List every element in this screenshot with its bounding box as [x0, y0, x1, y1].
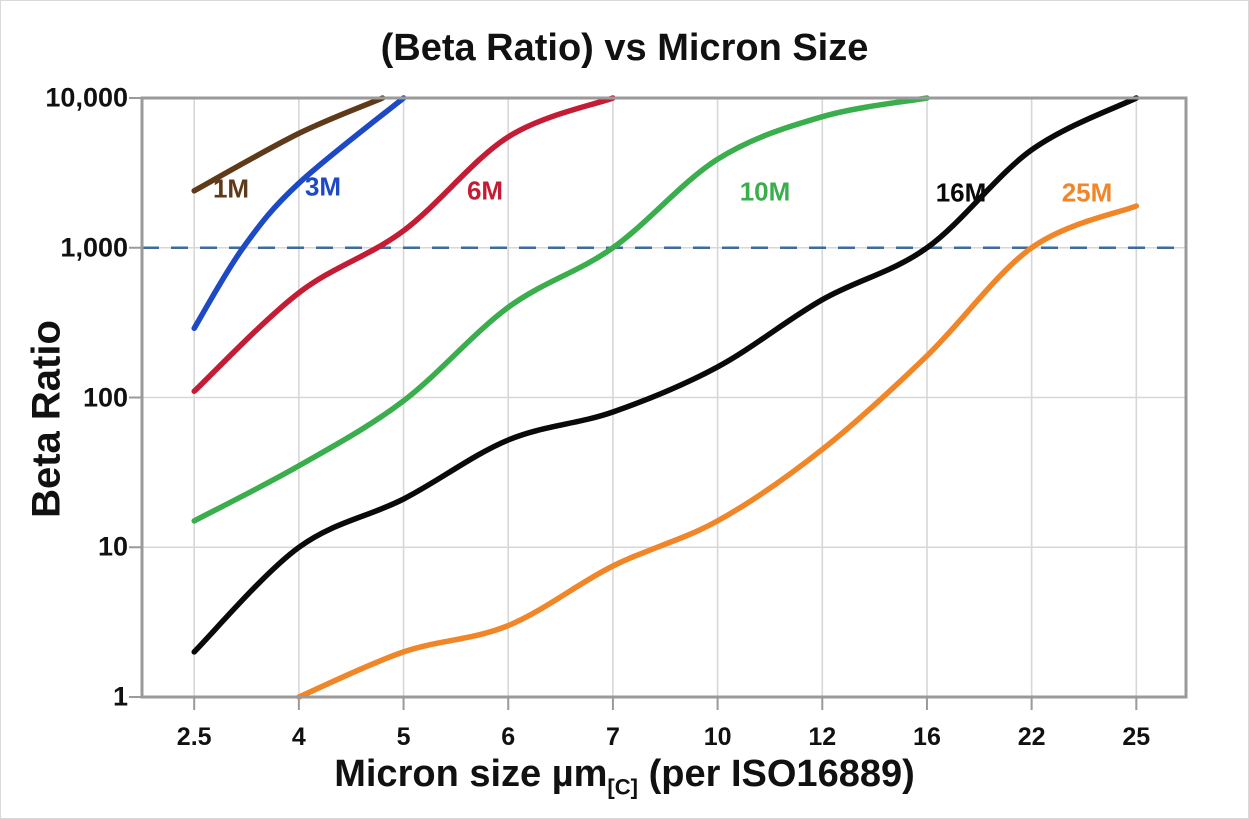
series-label-16M: 16M: [935, 177, 987, 208]
x-tick-label-6: 6: [501, 723, 516, 751]
curve-10M: [191, 95, 930, 524]
x-tick-label-25: 25: [1122, 723, 1151, 751]
x-axis-title-main: Micron size µm: [334, 753, 608, 795]
series-label-1M: 1M: [212, 173, 250, 204]
plot-border: [140, 96, 1188, 699]
y-axis-title: Beta Ratio: [24, 320, 69, 518]
x-tick-label-16: 16: [913, 723, 941, 751]
series-label-25M: 25M: [1061, 177, 1113, 208]
y-tick-label-100: 100: [82, 382, 128, 412]
x-tick-label-22: 22: [1017, 723, 1046, 751]
x-axis-title-subscript: [C]: [607, 774, 638, 800]
y-tick-label-1: 1: [112, 681, 128, 712]
curve-3M: [191, 95, 407, 332]
curve-1M: [191, 95, 386, 194]
x-tick-label-12: 12: [808, 723, 837, 751]
y-tick-label-1000: 1,000: [60, 232, 128, 263]
x-tick-label-10: 10: [703, 723, 732, 751]
series-label-10M: 10M: [739, 176, 791, 207]
curve-6M: [191, 95, 616, 395]
x-tick-label-5: 5: [396, 723, 411, 751]
curve-25M: [296, 203, 1140, 700]
x-tick-label-2.5: 2.5: [176, 723, 212, 751]
x-axis-title-suffix: (per ISO16889): [648, 753, 915, 795]
x-axis-title: Micron size µm[C] (per ISO16889): [1, 753, 1248, 800]
series-label-3M: 3M: [304, 171, 342, 202]
series-label-6M: 6M: [466, 175, 504, 206]
x-tick-label-4: 4: [291, 723, 306, 751]
curve-16M: [191, 95, 1140, 655]
x-tick-label-7: 7: [605, 723, 620, 751]
y-tick-label-10: 10: [97, 531, 128, 562]
curves-layer: [191, 95, 1140, 700]
chart-title: (Beta Ratio) vs Micron Size: [380, 27, 869, 69]
y-tick-label-10000: 10,000: [45, 82, 128, 113]
